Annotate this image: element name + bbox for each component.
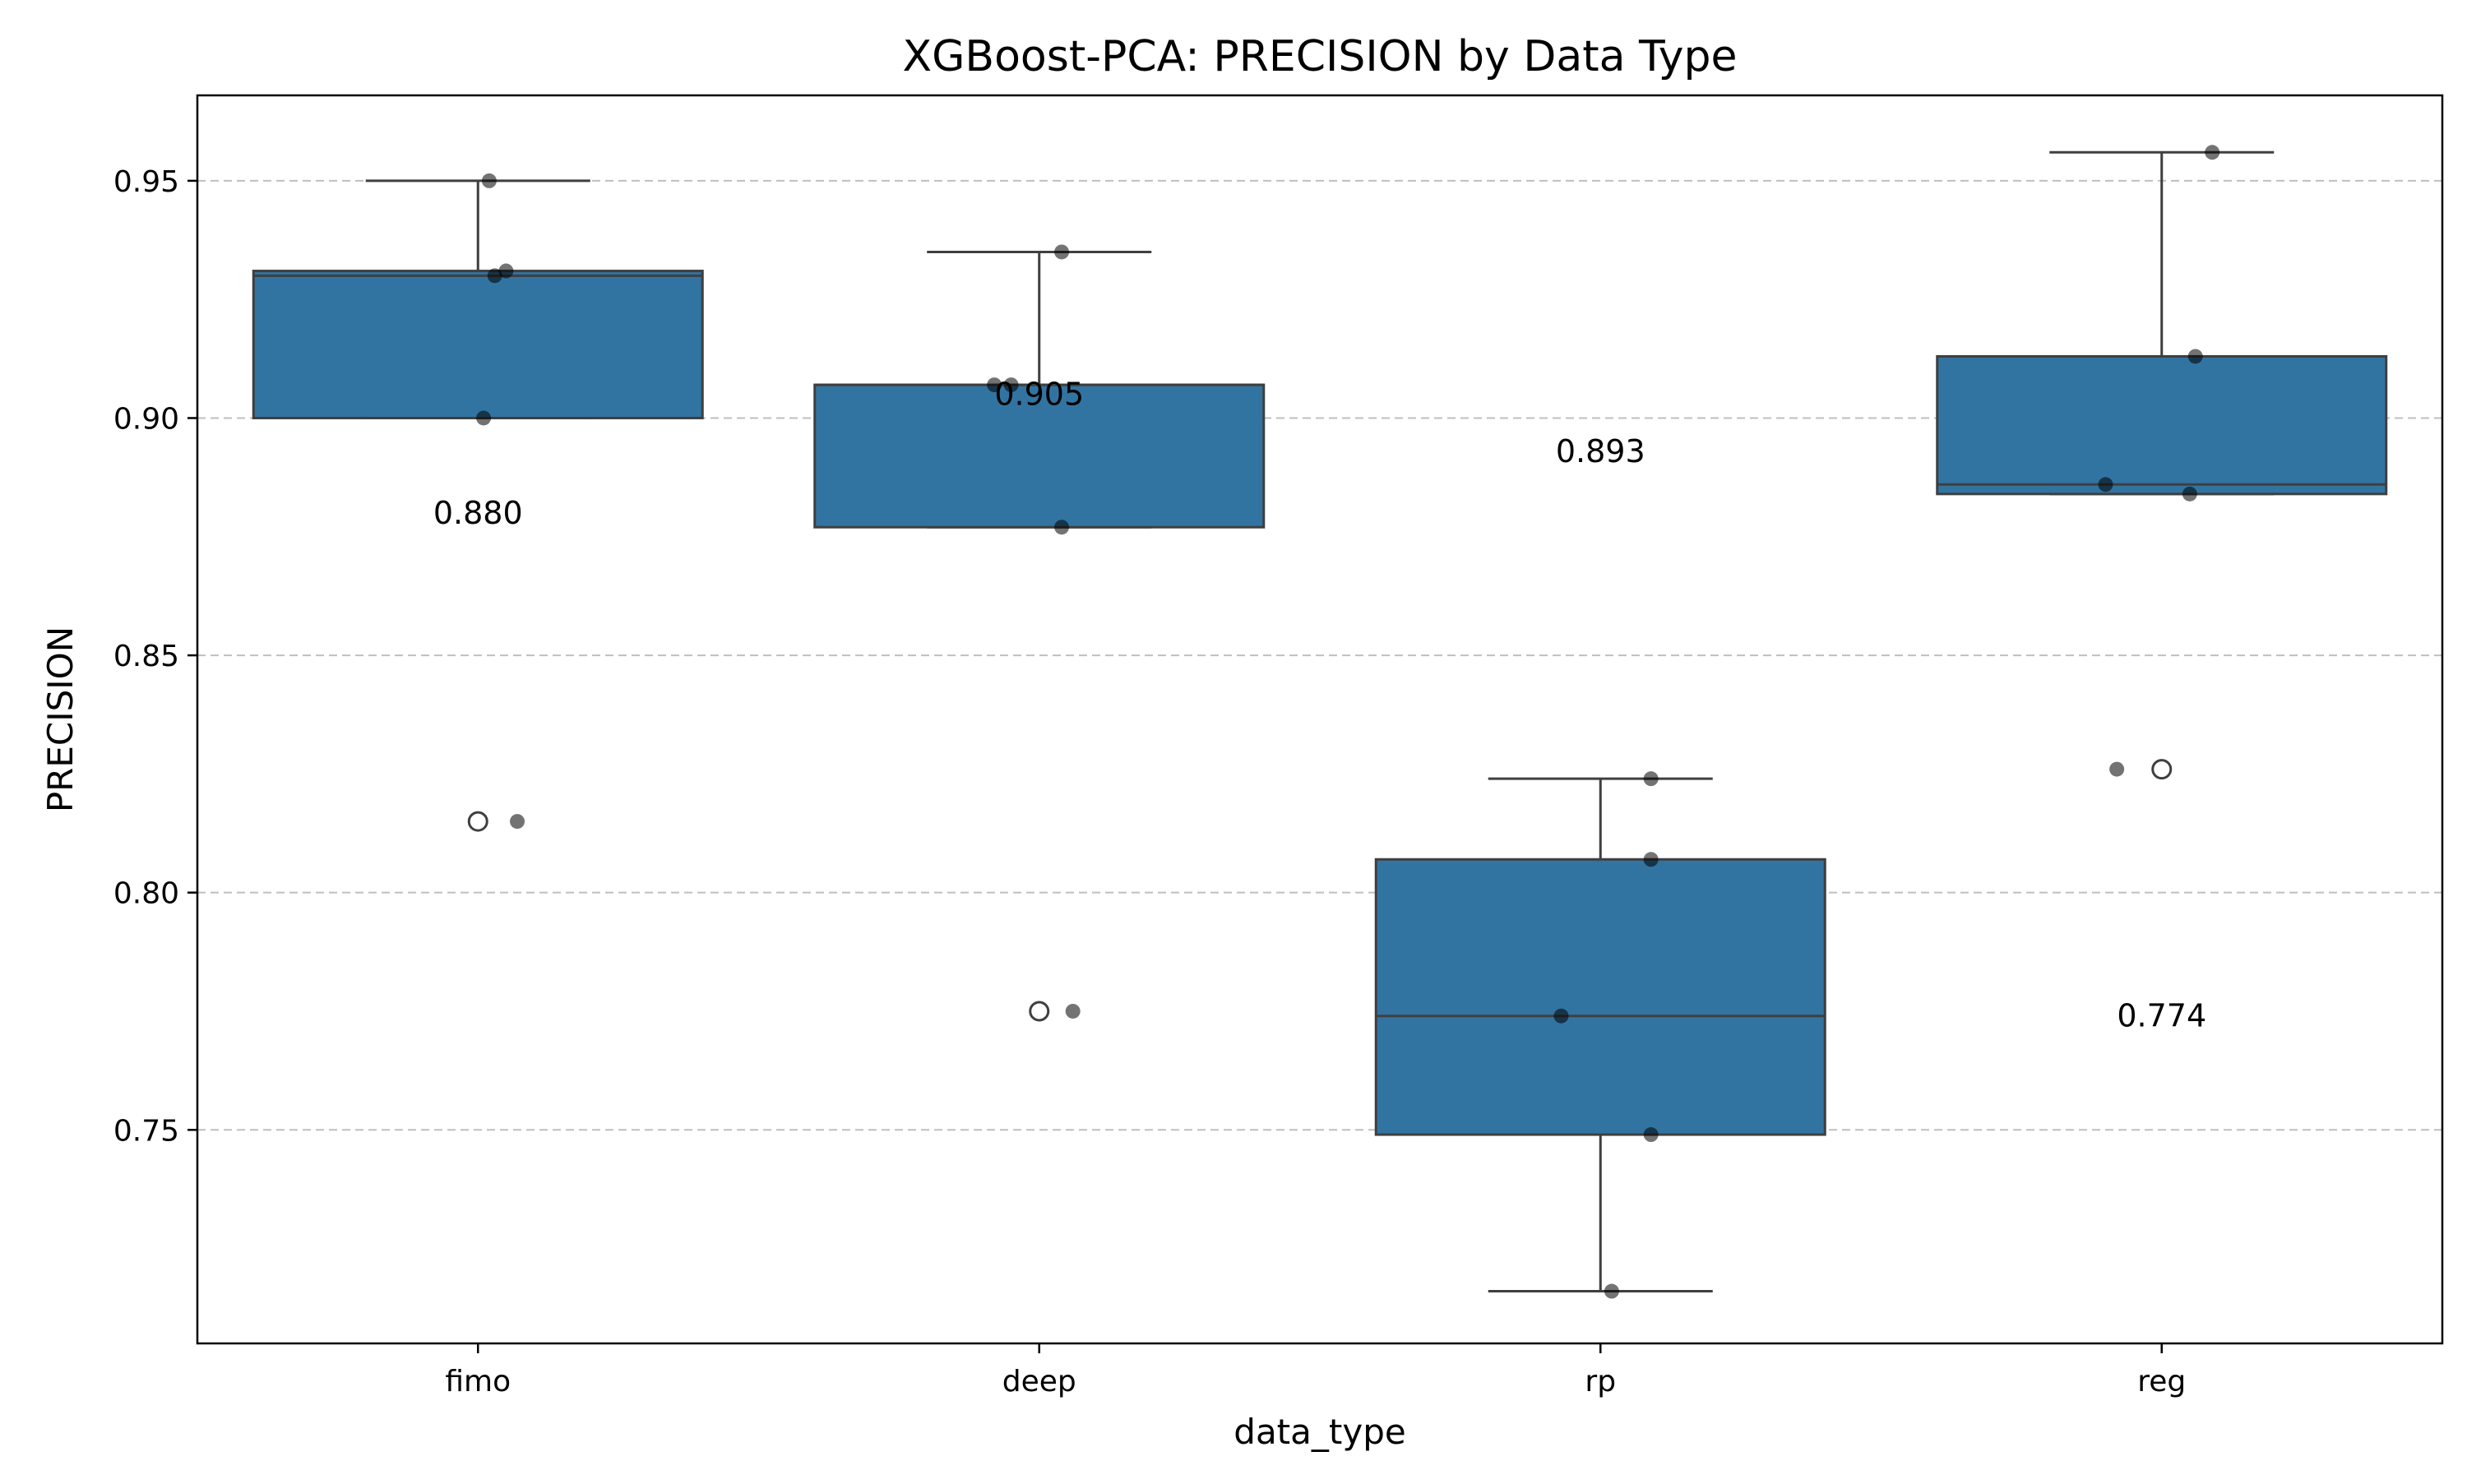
- x-axis-label: data_type: [1234, 1412, 1405, 1452]
- data-point-fimo: [481, 173, 497, 188]
- point-layer: [476, 145, 2220, 1299]
- data-point-fimo: [498, 263, 514, 279]
- data-point-fimo: [510, 814, 525, 830]
- y-tick-label: 0.95: [113, 165, 179, 199]
- y-tick-label: 0.85: [113, 640, 179, 673]
- data-point-rp: [1553, 1008, 1569, 1024]
- data-point-deep: [1054, 244, 1070, 260]
- box-body: [252, 270, 704, 419]
- box-body: [1936, 354, 2388, 496]
- mean-label-layer: 0.880 0.905 0.893 0.774: [433, 377, 2206, 1034]
- y-axis-label: PRECISION: [40, 626, 81, 812]
- data-point-reg: [2205, 145, 2220, 160]
- box-deep: [813, 250, 1266, 1022]
- x-tick-label: deep: [1002, 1365, 1076, 1398]
- plot-frame: [196, 94, 2444, 1345]
- data-point-rp: [1604, 1283, 1619, 1299]
- axis-layer: 0.75 0.80 0.85 0.90 0.95 fimo deep rp reg: [113, 165, 2186, 1398]
- outlier-marker: [2151, 759, 2173, 780]
- box-body: [813, 383, 1266, 529]
- data-point-rp: [1643, 852, 1659, 867]
- data-point-rp: [1643, 771, 1659, 787]
- outlier-marker: [467, 811, 488, 832]
- chart-title: XGBoost-PCA: PRECISION by Data Type: [903, 32, 1738, 81]
- data-point-deep: [987, 377, 1002, 393]
- mean-label-reg: 0.774: [2117, 998, 2206, 1034]
- box-fimo: [252, 179, 704, 832]
- box-rp: [1374, 777, 1826, 1293]
- y-tick-label: 0.90: [113, 402, 179, 436]
- x-tick-label: rp: [1585, 1365, 1616, 1398]
- outlier-marker: [1029, 1001, 1050, 1022]
- data-point-deep: [1054, 520, 1070, 535]
- y-tick-label: 0.80: [113, 877, 179, 911]
- box-body: [1374, 858, 1826, 1136]
- data-point-reg: [2182, 486, 2197, 502]
- x-tick-label: reg: [2137, 1365, 2186, 1398]
- data-point-deep: [1065, 1003, 1081, 1019]
- data-point-reg: [2098, 477, 2113, 492]
- x-tick-label: fimo: [445, 1365, 511, 1398]
- data-point-reg: [2187, 349, 2203, 364]
- mean-label-rp: 0.893: [1556, 433, 1645, 469]
- data-point-rp: [1643, 1127, 1659, 1143]
- box-layer: [252, 150, 2388, 1293]
- data-point-fimo: [487, 268, 502, 284]
- box-reg: [1936, 150, 2388, 780]
- mean-label-fimo: 0.880: [433, 495, 523, 531]
- y-tick-label: 0.75: [113, 1114, 179, 1148]
- data-point-reg: [2109, 761, 2125, 777]
- data-point-deep: [1003, 377, 1019, 393]
- data-point-fimo: [476, 410, 492, 426]
- mean-label-deep: 0.905: [994, 377, 1084, 413]
